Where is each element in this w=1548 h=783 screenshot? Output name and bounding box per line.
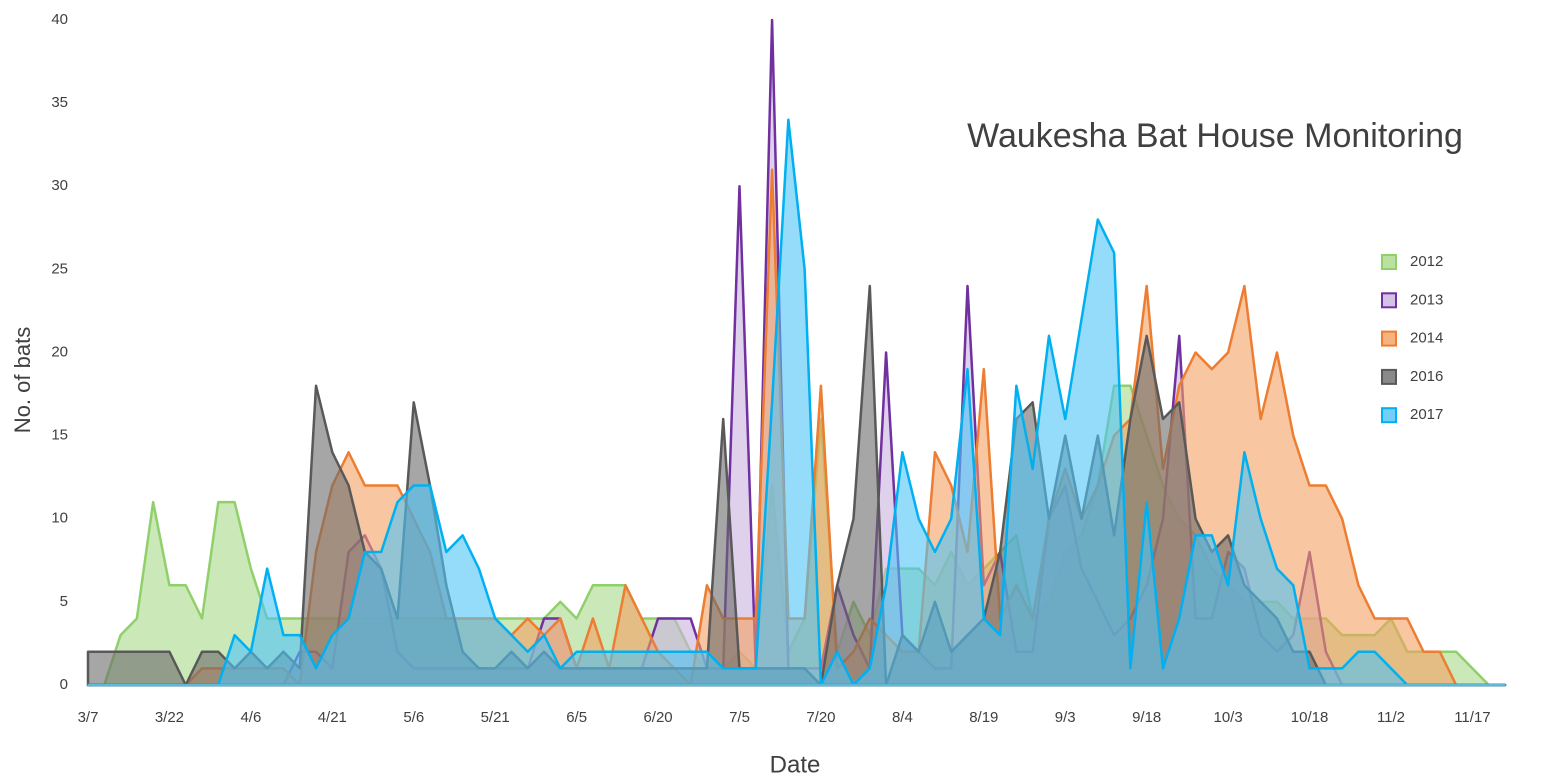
y-tick-label: 40 <box>51 11 68 28</box>
y-axis-label: No. of bats <box>10 327 35 433</box>
x-tick-label: 6/20 <box>643 709 672 726</box>
y-tick-label: 25 <box>51 260 68 277</box>
area <box>86 118 1507 687</box>
x-tick-label: 9/3 <box>1055 709 1076 726</box>
x-axis-label: Date <box>770 751 821 778</box>
y-tick-label: 5 <box>60 593 68 610</box>
x-tick-label: 3/22 <box>155 709 184 726</box>
legend-label: 2016 <box>1410 368 1443 385</box>
legend-label: 2013 <box>1410 291 1443 308</box>
y-tick-label: 30 <box>51 177 68 194</box>
y-tick-label: 20 <box>51 343 68 360</box>
legend-label: 2012 <box>1410 253 1443 270</box>
legend-swatch <box>1381 254 1397 270</box>
x-tick-label: 11/2 <box>1377 709 1405 726</box>
legend-swatch <box>1381 368 1397 385</box>
x-tick-label: 10/18 <box>1291 709 1329 726</box>
x-tick-label: 4/21 <box>318 709 347 726</box>
chart-title: Waukesha Bat House Monitoring <box>967 117 1463 155</box>
x-tick-label: 4/6 <box>240 709 261 726</box>
y-tick-label: 35 <box>51 94 68 111</box>
y-tick-label: 0 <box>60 676 68 693</box>
x-tick-label: 5/21 <box>481 709 510 726</box>
x-tick-label: 3/7 <box>78 709 99 726</box>
x-tick-label: 10/3 <box>1214 709 1243 726</box>
x-tick-label: 7/5 <box>729 709 750 726</box>
x-tick-label: 8/19 <box>969 709 998 726</box>
x-tick-label: 11/17 <box>1454 709 1490 726</box>
legend-label: 2014 <box>1410 330 1443 347</box>
x-tick-label: 6/5 <box>566 709 587 726</box>
x-tick-label: 8/4 <box>892 709 913 726</box>
legend-swatch <box>1381 330 1397 347</box>
x-tick-label: 5/6 <box>403 709 424 726</box>
y-tick-label: 10 <box>51 510 68 527</box>
x-tick-label: 7/20 <box>806 709 835 726</box>
legend-swatch <box>1381 292 1397 309</box>
y-tick-label: 15 <box>51 427 68 444</box>
x-tick-label: 9/18 <box>1132 709 1161 726</box>
legend-label: 2017 <box>1410 406 1443 423</box>
legend-swatch <box>1381 407 1397 424</box>
